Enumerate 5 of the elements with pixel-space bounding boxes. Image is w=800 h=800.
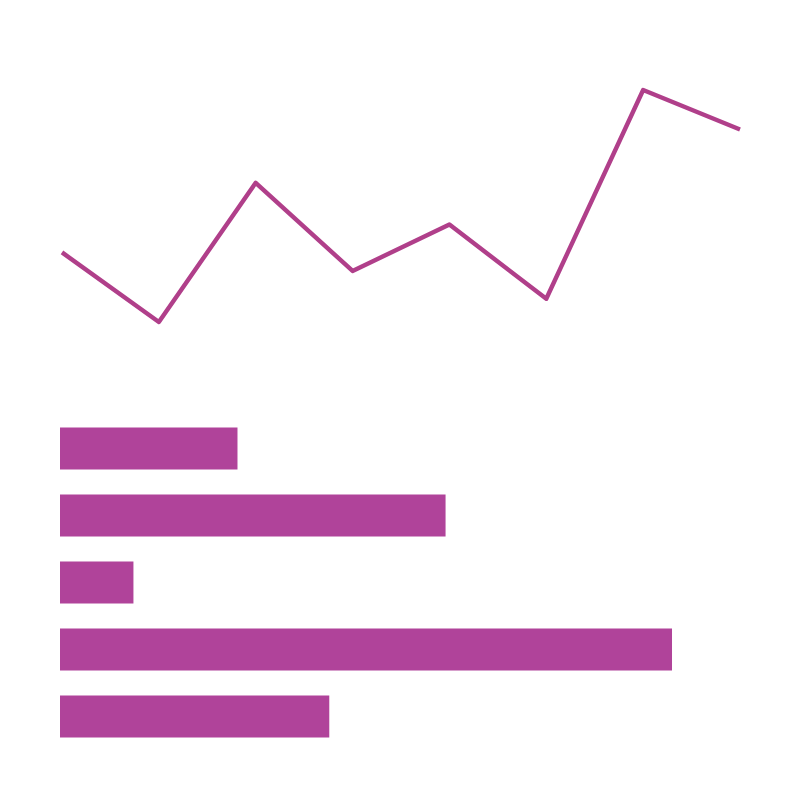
bar xyxy=(60,561,134,604)
bar xyxy=(60,695,330,738)
bar xyxy=(60,494,446,537)
bar xyxy=(60,427,238,470)
bar xyxy=(60,628,673,671)
